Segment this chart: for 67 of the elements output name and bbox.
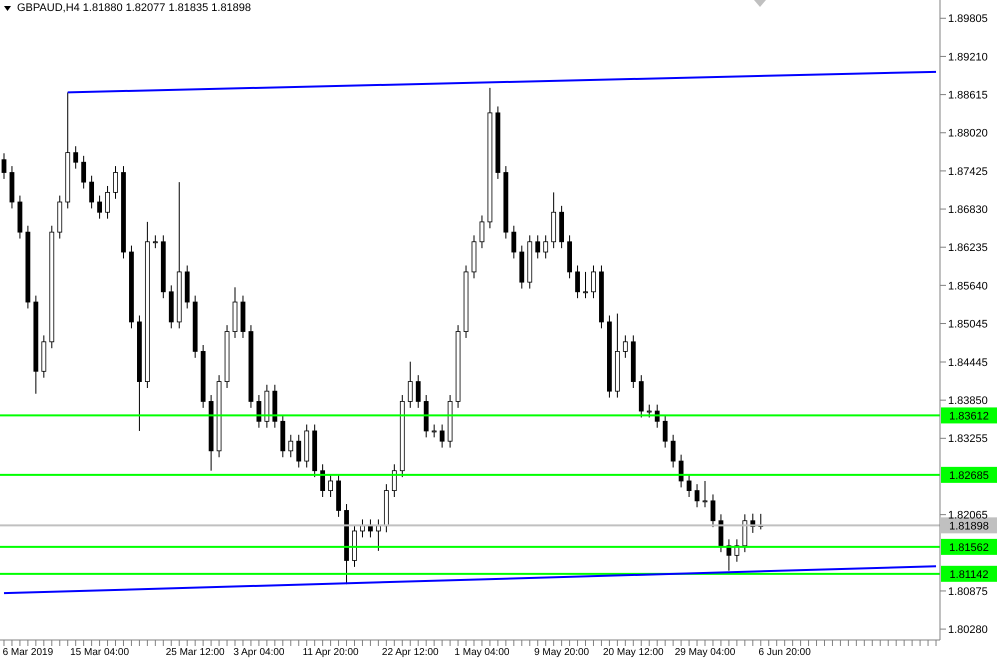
candlestick: [328, 474, 333, 498]
candlestick: [662, 414, 668, 448]
y-tick-label: 1.84445: [948, 356, 988, 369]
candlestick: [583, 271, 588, 299]
candlestick: [105, 185, 110, 220]
y-tick-label: 1.86830: [948, 204, 988, 216]
candlestick: [535, 234, 540, 259]
x-tick-label: 3 Apr 04:00: [233, 647, 285, 658]
candlestick: [440, 424, 445, 448]
candlestick: [686, 474, 692, 498]
y-tick-label: 1.83255: [948, 433, 988, 446]
candlestick: [575, 264, 580, 299]
candlestick: [694, 484, 700, 508]
candlestick: [710, 494, 716, 528]
candlestick: [376, 518, 381, 552]
chart-title: GBPAUD,H4 1.81880 1.82077 1.81835 1.81898: [17, 2, 252, 14]
ref-line-label: 1.82685: [949, 470, 989, 482]
candlestick: [416, 374, 421, 408]
y-tick-label: 1.80875: [948, 586, 988, 598]
y-tick-label: 1.85640: [948, 280, 988, 292]
candlestick: [432, 424, 437, 438]
x-tick-label: 11 Apr 20:00: [302, 647, 360, 658]
x-tick-label: 25 Mar 12:00: [166, 647, 226, 658]
candlestick: [113, 166, 118, 200]
ref-line-label: 1.81562: [949, 542, 989, 554]
x-tick-label: 6 Mar 2019: [2, 647, 54, 658]
x-tick-label: 22 Apr 12:00: [382, 647, 440, 658]
x-tick-label: 15 Mar 04:00: [70, 647, 130, 658]
y-tick-label: 1.87425: [948, 166, 988, 178]
candlestick: [97, 195, 102, 220]
candlestick: [288, 434, 294, 458]
candlestick: [360, 518, 365, 538]
y-tick-label: 1.85045: [948, 318, 988, 330]
candlestick: [622, 334, 628, 358]
y-tick-label: 1.80280: [948, 624, 988, 636]
x-tick-label: 20 May 12:00: [603, 647, 664, 658]
candlestick: [89, 175, 94, 209]
candlestick: [2, 152, 6, 180]
candlestick: [591, 264, 596, 299]
candlestick: [256, 394, 262, 428]
x-tick-label: 1 May 04:00: [454, 647, 510, 658]
candlestick: [73, 146, 78, 170]
y-tick-label: 1.89210: [948, 51, 988, 64]
ref-line-label: 1.83612: [949, 410, 989, 422]
candlestick: [296, 434, 302, 468]
x-tick-label: 9 May 20:00: [534, 647, 590, 658]
y-tick-label: 1.82065: [948, 510, 988, 522]
candlestick: [678, 454, 684, 488]
candlestick: [320, 464, 326, 498]
candlestick: [408, 361, 413, 408]
ref-line-label: 1.81142: [950, 568, 988, 581]
x-tick-label: 29 May 04:00: [674, 647, 736, 658]
candlestick: [511, 225, 516, 259]
y-tick-label: 1.89805: [948, 13, 988, 26]
candlestick: [543, 234, 548, 259]
y-tick-label: 1.83850: [948, 395, 988, 408]
y-tick-label: 1.86235: [948, 242, 988, 254]
candlestick: [368, 518, 373, 538]
candlestick: [81, 155, 86, 190]
x-tick-label: 6 Jun 20:00: [758, 647, 812, 658]
candlestick: [702, 480, 708, 508]
candlestick: [670, 434, 676, 468]
candlestick: [646, 404, 652, 418]
y-tick-label: 1.88020: [948, 128, 988, 140]
candlestick: [480, 214, 484, 249]
y-tick-label: 1.88615: [948, 89, 988, 102]
ref-line-label: 1.81898: [949, 520, 989, 532]
